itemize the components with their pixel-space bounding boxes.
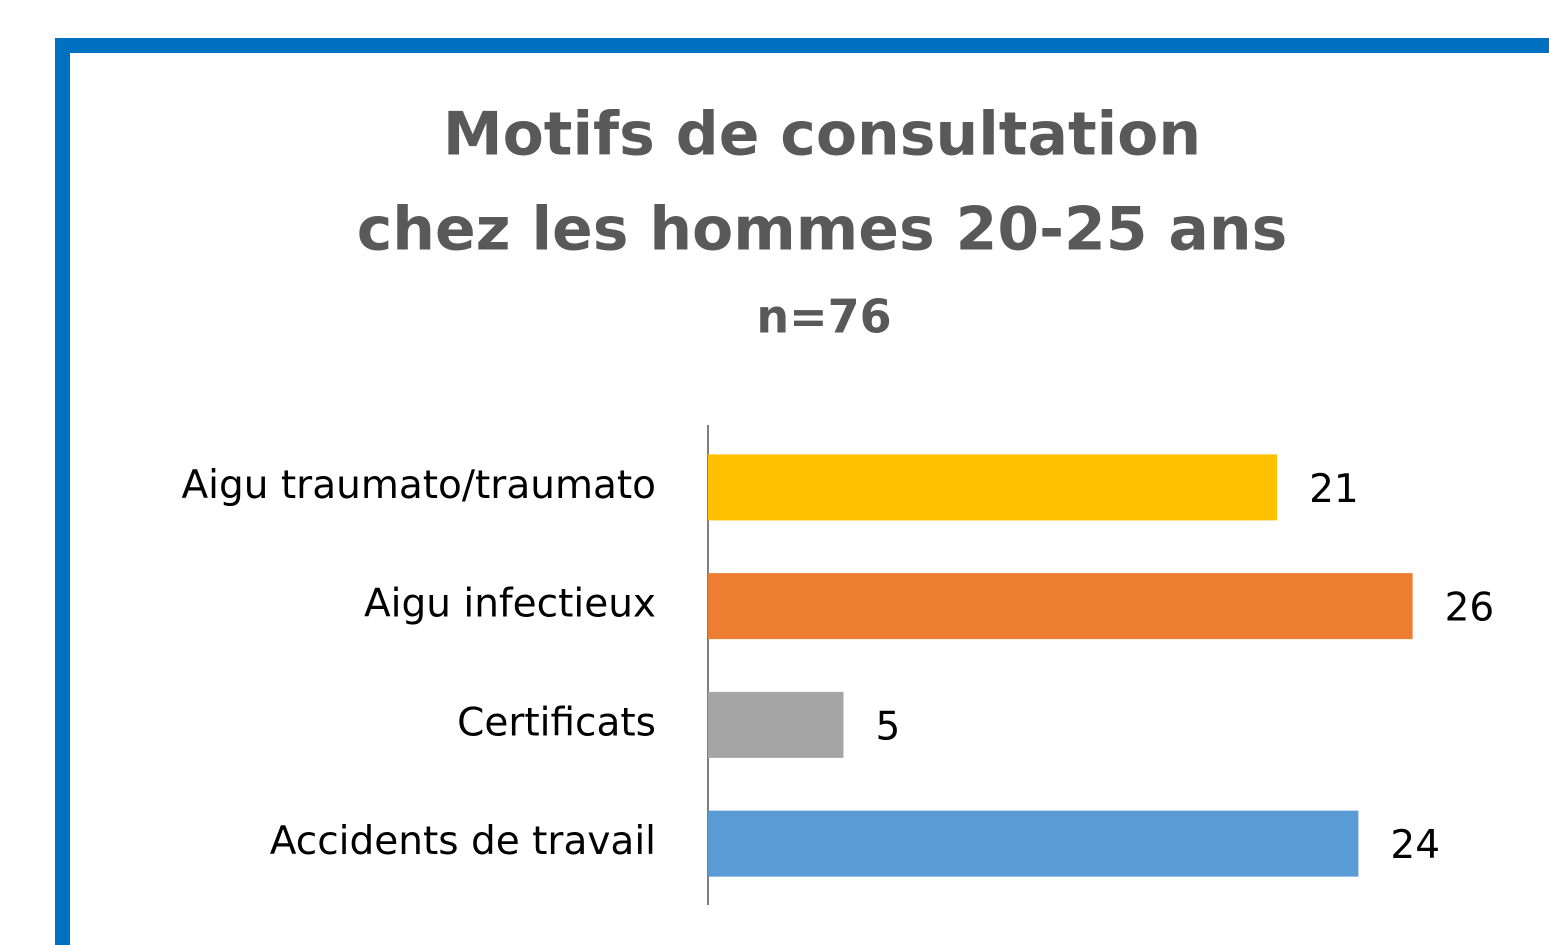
category-label: Certificats <box>457 700 656 745</box>
value-label: 24 <box>1390 823 1440 868</box>
value-label: 21 <box>1309 467 1359 512</box>
category-label: Aigu traumato/traumato <box>182 463 657 508</box>
frame-top <box>55 38 1549 53</box>
chart-title: chez les hommes 20-25 ans <box>357 195 1288 265</box>
chart-subtitle: n=76 <box>756 290 891 344</box>
frame-left <box>55 38 70 945</box>
chart-title: Motifs de consultation <box>443 100 1201 170</box>
category-label: Aigu infectieux <box>364 582 656 627</box>
value-label: 5 <box>876 704 901 749</box>
bar <box>708 573 1413 640</box>
bar <box>708 454 1278 521</box>
value-label: 26 <box>1445 586 1495 631</box>
bar <box>708 691 844 758</box>
category-label: Accidents de travail <box>270 819 656 864</box>
bar <box>708 810 1359 877</box>
